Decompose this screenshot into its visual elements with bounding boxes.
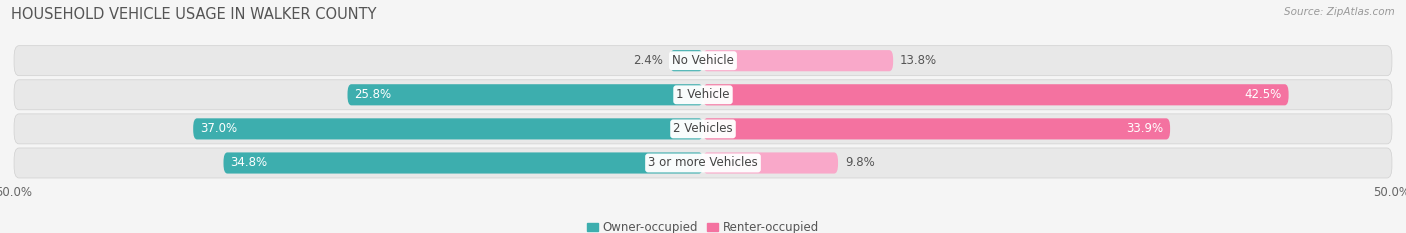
Text: 25.8%: 25.8% [354, 88, 391, 101]
Text: 2 Vehicles: 2 Vehicles [673, 122, 733, 135]
FancyBboxPatch shape [669, 50, 703, 71]
Text: 42.5%: 42.5% [1244, 88, 1282, 101]
FancyBboxPatch shape [193, 118, 703, 140]
Text: Source: ZipAtlas.com: Source: ZipAtlas.com [1284, 7, 1395, 17]
Text: 33.9%: 33.9% [1126, 122, 1163, 135]
FancyBboxPatch shape [14, 80, 1392, 110]
FancyBboxPatch shape [14, 114, 1392, 144]
FancyBboxPatch shape [224, 152, 703, 174]
Text: 2.4%: 2.4% [633, 54, 664, 67]
Text: 3 or more Vehicles: 3 or more Vehicles [648, 157, 758, 169]
FancyBboxPatch shape [703, 118, 1170, 140]
FancyBboxPatch shape [14, 46, 1392, 76]
Text: 13.8%: 13.8% [900, 54, 938, 67]
FancyBboxPatch shape [14, 148, 1392, 178]
FancyBboxPatch shape [347, 84, 703, 105]
Text: 1 Vehicle: 1 Vehicle [676, 88, 730, 101]
Text: No Vehicle: No Vehicle [672, 54, 734, 67]
FancyBboxPatch shape [703, 50, 893, 71]
Legend: Owner-occupied, Renter-occupied: Owner-occupied, Renter-occupied [582, 216, 824, 233]
Text: 34.8%: 34.8% [231, 157, 267, 169]
FancyBboxPatch shape [703, 152, 838, 174]
Text: 37.0%: 37.0% [200, 122, 238, 135]
Text: 9.8%: 9.8% [845, 157, 875, 169]
FancyBboxPatch shape [703, 84, 1289, 105]
Text: HOUSEHOLD VEHICLE USAGE IN WALKER COUNTY: HOUSEHOLD VEHICLE USAGE IN WALKER COUNTY [11, 7, 377, 22]
